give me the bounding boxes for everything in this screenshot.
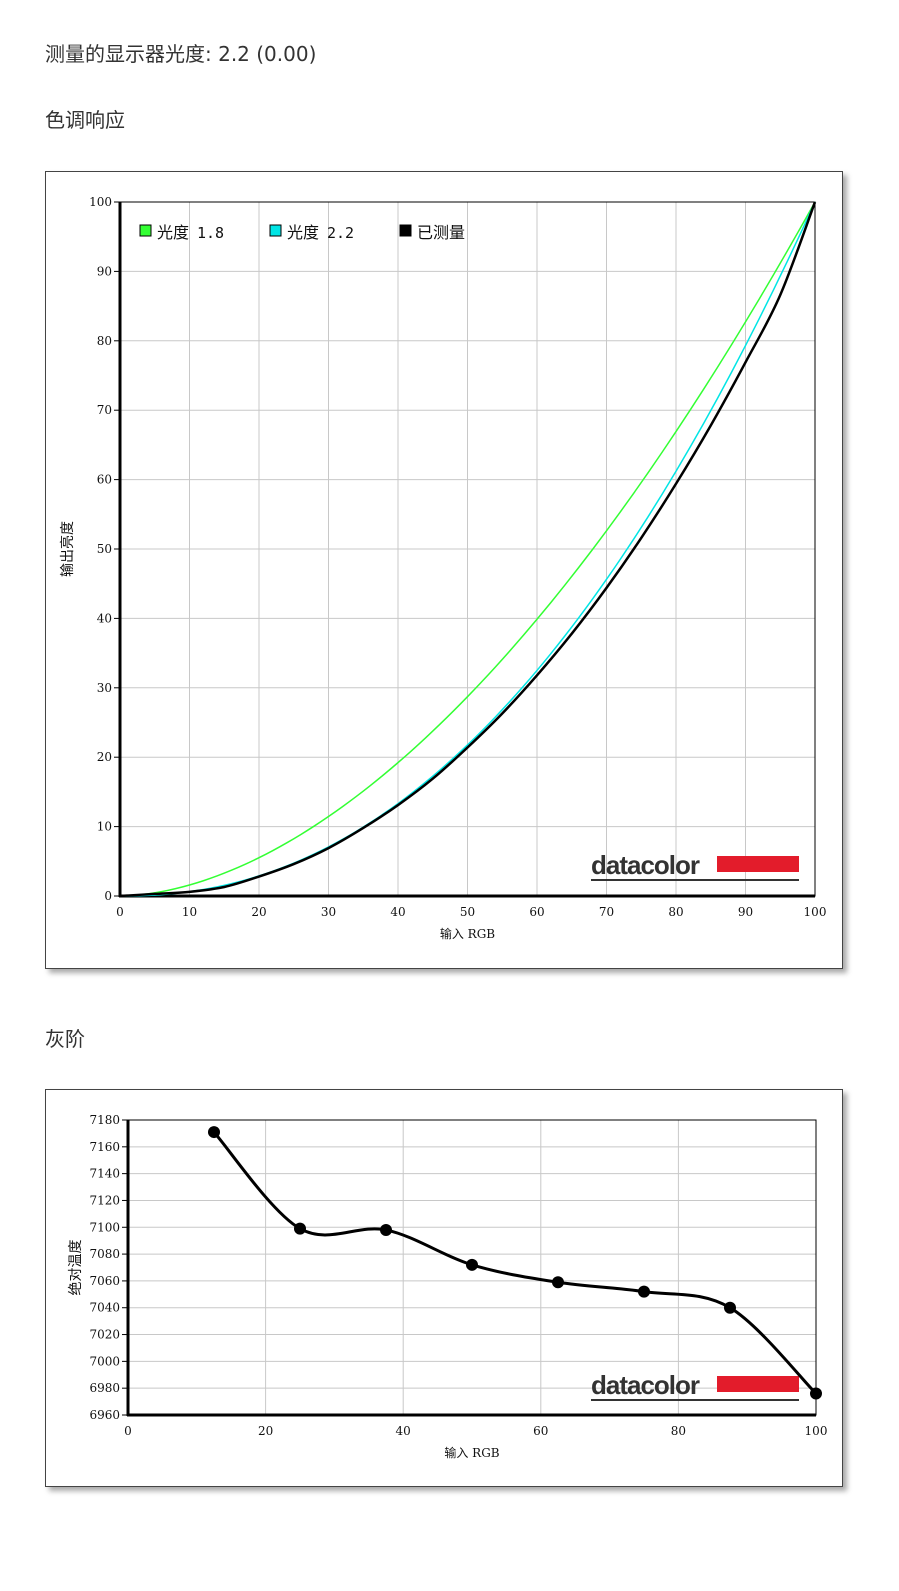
x-tick-label: 100 [804, 905, 827, 919]
legend-label: 光度 [157, 223, 189, 242]
datacolor-logo-bar [717, 856, 799, 872]
y-tick-label: 70 [97, 403, 112, 417]
y-tick-label: 6960 [89, 1408, 120, 1422]
datacolor-logo-text: datacolor [591, 850, 700, 880]
y-tick-label: 7100 [89, 1220, 120, 1234]
y-tick-label: 7140 [89, 1167, 120, 1181]
legend-swatch [399, 224, 412, 237]
x-tick-label: 40 [390, 905, 405, 919]
y-tick-label: 40 [97, 611, 112, 625]
y-tick-label: 90 [97, 264, 112, 278]
y-tick-label: 7040 [89, 1301, 120, 1315]
datacolor-logo-bar [717, 1376, 799, 1392]
x-tick-label: 100 [805, 1424, 828, 1438]
x-tick-label: 20 [258, 1424, 273, 1438]
tone-response-chart: 0 10 20 30 40 50 60 70 80 90 100 0 10 20 30 40 50 60 70 80 9… [45, 171, 843, 969]
x-tick-label: 0 [116, 905, 124, 919]
y-tick-label: 7080 [89, 1247, 120, 1261]
y-tick-label: 60 [97, 473, 112, 487]
data-point [466, 1258, 478, 1271]
data-point [380, 1223, 392, 1236]
y-tick-label: 7060 [89, 1274, 120, 1288]
y-tick-label: 50 [97, 542, 112, 556]
x-tick-label: 40 [396, 1424, 411, 1438]
x-tick-label: 80 [668, 905, 683, 919]
x-axis-label: 输入 RGB [444, 1445, 499, 1460]
data-point [552, 1276, 564, 1289]
y-tick-label: 7020 [89, 1328, 120, 1342]
data-point [724, 1301, 736, 1314]
datacolor-logo-underline [591, 1399, 799, 1401]
x-tick-label: 0 [124, 1424, 132, 1438]
y-tick-label: 7120 [89, 1193, 120, 1207]
grayscale-heading: 灰阶 [45, 1027, 85, 1051]
measured-gamma-label: 测量的显示器光度: 2.2 (0.00) [45, 42, 317, 66]
legend-swatch [139, 224, 152, 237]
legend-label: 光度 [287, 223, 319, 242]
data-point [638, 1285, 650, 1298]
legend-swatch [269, 224, 282, 237]
y-tick-label: 30 [97, 681, 112, 695]
x-tick-label: 60 [529, 905, 544, 919]
x-tick-label: 20 [251, 905, 266, 919]
series-line-2 [119, 201, 816, 897]
legend-label: 已测量 [417, 223, 465, 242]
series-line-3 [119, 201, 817, 898]
x-axis-label: 输入 RGB [440, 926, 495, 941]
y-axis-label: 输出亮度 [59, 521, 76, 577]
y-tick-label: 10 [97, 820, 112, 834]
tone-response-heading: 色调响应 [45, 108, 125, 132]
x-tick-label: 30 [321, 905, 336, 919]
series-line-1 [119, 201, 816, 897]
grayscale-chart: 0 20 40 60 80 100 6960 6980 7000 7020 7040 7060 7080… [45, 1089, 843, 1487]
y-tick-label: 20 [97, 750, 112, 764]
data-point [810, 1387, 822, 1400]
x-tick-label: 70 [599, 905, 614, 919]
x-tick-label: 50 [460, 905, 475, 919]
datacolor-logo-text: datacolor [591, 1370, 700, 1400]
y-tick-label: 7180 [89, 1113, 120, 1127]
temperature-line [212, 1131, 818, 1395]
y-tick-label: 7160 [89, 1140, 120, 1154]
y-tick-label: 7000 [89, 1354, 120, 1368]
data-point [208, 1126, 220, 1139]
x-tick-label: 10 [182, 905, 197, 919]
x-tick-label: 80 [671, 1424, 686, 1438]
y-tick-label: 100 [89, 195, 112, 209]
legend-value: 1.8 [197, 224, 224, 242]
y-tick-label: 80 [97, 334, 112, 348]
y-tick-label: 6980 [89, 1381, 120, 1395]
data-point [294, 1222, 306, 1235]
datacolor-logo-underline [591, 879, 799, 881]
x-tick-label: 90 [738, 905, 753, 919]
x-tick-label: 60 [533, 1424, 548, 1438]
y-tick-label: 0 [104, 889, 112, 903]
y-axis-label: 绝对温度 [68, 1240, 84, 1296]
legend-value: 2.2 [327, 224, 354, 242]
